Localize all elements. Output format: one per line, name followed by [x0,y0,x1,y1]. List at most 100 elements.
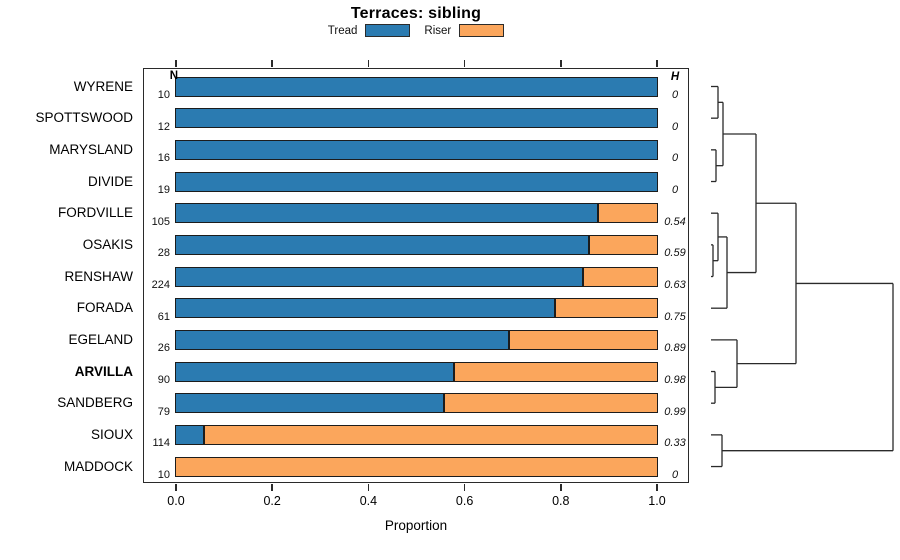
bar-segment-tread [175,203,598,224]
h-value: 0 [671,152,679,165]
bar-row [175,329,658,350]
h-value: 0.75 [664,310,686,323]
bar-row [175,298,658,319]
n-value: 28 [157,247,170,260]
bar-segment-riser [204,424,658,445]
n-value: 79 [157,405,170,418]
h-column-header: H [670,71,680,83]
n-value: 10 [157,89,170,101]
x-axis-tick-top [367,60,370,67]
x-axis-tick-bottom [560,484,562,491]
n-column-header: N [169,70,178,82]
bar-segment-riser [598,203,658,224]
x-axis-title: Proportion [384,518,448,533]
legend-swatch-riser [459,24,505,37]
row-label: SANDBERG [57,395,133,411]
x-axis-tick-bottom [271,484,273,491]
h-value: 0 [671,469,679,482]
bar-row [175,108,658,129]
bar-segment-riser [555,298,658,319]
h-value: 0 [671,120,679,133]
legend-swatch-tread [365,24,411,37]
bar-row [175,203,658,224]
bar-row [175,361,658,382]
bar-row [175,393,658,414]
n-value: 10 [157,469,170,482]
bar-segment-tread [175,298,555,319]
legend-item-riser: Riser [424,24,505,37]
n-value: 12 [157,120,170,133]
bar-segment-riser [509,329,658,350]
row-label: OSAKIS [82,236,133,252]
x-axis-tick-bottom [367,484,370,491]
h-value: 0.33 [664,437,686,450]
bar-segment-riser [589,234,658,255]
row-label: SIOUX [90,426,133,442]
bar-row [175,266,658,287]
x-axis-tick-label: 0.6 [455,494,474,508]
row-label: MARYSLAND [49,141,133,157]
bar-segment-tread [175,329,509,350]
legend-item-tread: Tread [328,24,411,37]
bar-segment-tread [175,76,658,97]
bar-row [175,76,658,97]
bar-segment-riser [444,393,658,414]
bar-row [175,234,658,255]
h-value: 0.59 [664,247,686,260]
x-axis-tick-bottom [656,484,658,491]
n-value: 105 [151,215,170,228]
row-label: FORDVILLE [57,205,133,221]
row-label: RENSHAW [64,268,133,284]
n-value: 224 [151,279,170,292]
h-value: 0.99 [664,405,686,418]
bar-segment-riser [175,456,658,477]
row-label: EGELAND [68,331,133,347]
legend-label-tread: Tread [327,24,358,37]
x-axis-tick-bottom [463,484,466,491]
bar-row [175,139,658,160]
x-axis-tick-top [560,60,562,67]
bar-segment-riser [454,361,658,382]
x-axis-tick-top [656,60,658,67]
chart-title: Terraces: sibling [350,5,482,22]
h-value: 0.98 [664,374,686,387]
h-value: 0 [671,184,679,196]
x-axis-tick-label: 0.4 [359,494,378,508]
h-value: 0.54 [664,215,686,228]
n-value: 26 [157,342,170,355]
row-label: SPOTTSWOOD [35,110,134,126]
row-label: FORADA [76,300,133,316]
row-label: WYRENE [73,78,133,94]
bar-segment-tread [175,393,444,414]
n-value: 114 [152,437,170,450]
h-value: 0.89 [664,342,686,355]
x-axis-tick-bottom [175,484,177,491]
bar-segment-tread [175,266,583,287]
bar-segment-riser [583,266,658,287]
bar-row [175,424,658,445]
bar-segment-tread [175,234,589,255]
row-label: MADDOCK [63,458,133,474]
n-value: 61 [157,310,170,323]
x-axis-tick-label: 0.2 [263,494,281,508]
h-value: 0.63 [664,279,686,292]
bar-segment-tread [175,424,204,445]
x-axis-tick-top [271,60,273,67]
bar-segment-tread [175,171,658,192]
bar-row [175,171,658,192]
row-label: ARVILLA [74,363,133,379]
n-value: 19 [157,184,170,196]
bar-segment-tread [175,108,658,129]
bar-segment-tread [175,139,658,160]
x-axis-tick-label: 0.0 [167,494,185,508]
legend-label-riser: Riser [424,24,452,37]
x-axis-tick-top [463,60,466,67]
x-axis-tick-label: 1.0 [648,494,666,508]
n-value: 90 [157,374,170,387]
n-value: 16 [157,152,170,165]
bar-row [175,456,658,477]
legend: Tread Riser [143,24,689,37]
bar-segment-tread [175,361,454,382]
